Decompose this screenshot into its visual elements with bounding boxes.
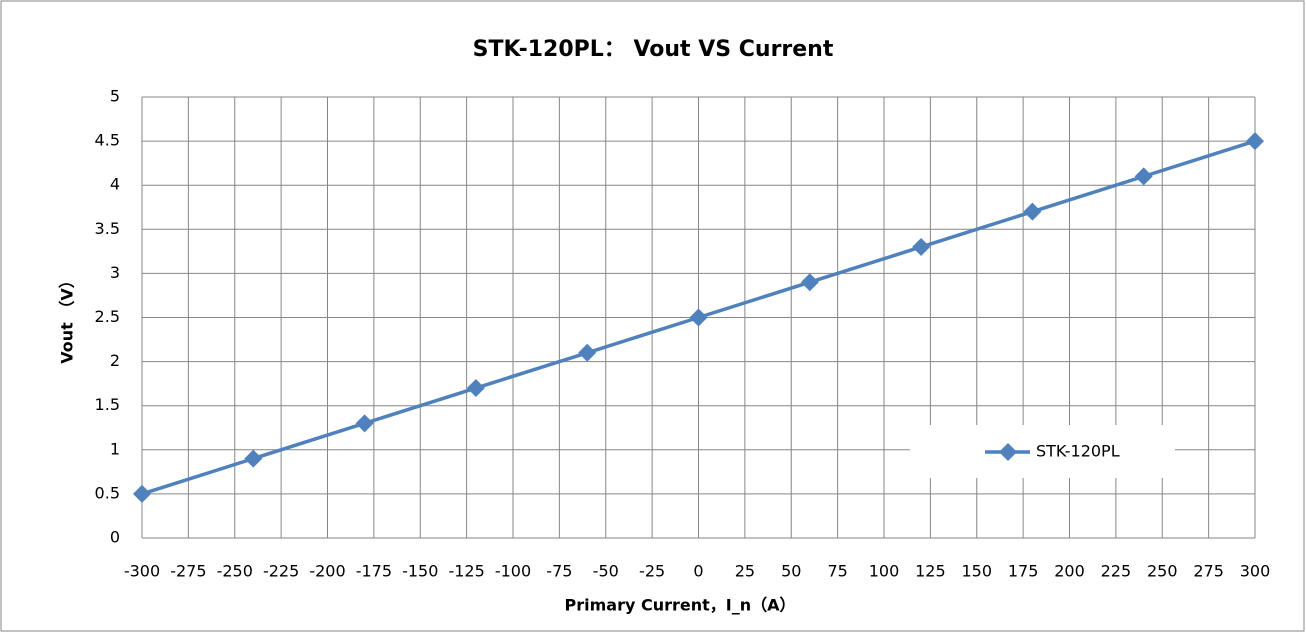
chart-title: STK-120PL： Vout VS Current <box>473 37 834 62</box>
x-tick-label: 125 <box>915 562 946 581</box>
marker <box>355 414 374 433</box>
marker <box>244 449 263 468</box>
y-tick-label: 4.5 <box>95 131 120 150</box>
marker <box>689 308 708 327</box>
marker <box>133 484 151 503</box>
x-tick-label: -200 <box>309 562 345 581</box>
y-tick-label: 0 <box>110 528 120 547</box>
marker <box>1023 202 1042 221</box>
x-axis-label: Primary Current，I_n（A） <box>565 596 796 615</box>
marker <box>800 273 819 292</box>
x-tick-label: 75 <box>827 562 847 581</box>
x-tick-label: 200 <box>1054 562 1085 581</box>
x-tick-label: 300 <box>1240 562 1271 581</box>
legend-marker <box>999 443 1017 461</box>
y-tick-label: 1 <box>110 439 120 458</box>
x-tick-label: 150 <box>961 562 992 581</box>
x-tick-label: -50 <box>593 562 619 581</box>
y-tick-label: 4 <box>110 175 120 194</box>
x-tick-label: -25 <box>639 562 665 581</box>
y-tick-label: 1.5 <box>95 395 120 414</box>
x-tick-label: -175 <box>356 562 392 581</box>
x-tick-label: 275 <box>1193 562 1224 581</box>
marker <box>1134 167 1153 186</box>
x-tick-label: -300 <box>124 562 160 581</box>
x-tick-label: -150 <box>402 562 438 581</box>
x-tick-label: -100 <box>495 562 531 581</box>
legend-box <box>910 425 1175 478</box>
marker <box>466 379 485 398</box>
x-tick-label: -75 <box>546 562 572 581</box>
x-tick-label: 50 <box>781 562 801 581</box>
x-tick-label: 100 <box>869 562 900 581</box>
x-tick-label: -125 <box>448 562 484 581</box>
marker <box>1246 132 1264 151</box>
x-tick-label: 0 <box>693 562 703 581</box>
y-tick-label: 0.5 <box>95 483 120 502</box>
marker <box>912 237 931 256</box>
x-tick-label: -275 <box>170 562 206 581</box>
marker <box>578 343 597 362</box>
legend-label: STK-120PL <box>1036 442 1120 461</box>
x-tick-label: 175 <box>1008 562 1039 581</box>
y-tick-label: 3.5 <box>95 219 120 238</box>
x-tick-label: -225 <box>263 562 299 581</box>
x-tick-label: 250 <box>1147 562 1178 581</box>
x-tick-label: 25 <box>735 562 755 581</box>
y-tick-label: 2.5 <box>95 307 120 326</box>
x-tick-label: -250 <box>217 562 253 581</box>
x-tick-label: 225 <box>1101 562 1132 581</box>
y-axis-label: Vout （V） <box>58 272 77 364</box>
y-tick-label: 3 <box>110 263 120 282</box>
y-tick-label: 2 <box>110 351 120 370</box>
y-tick-label: 5 <box>110 87 120 106</box>
